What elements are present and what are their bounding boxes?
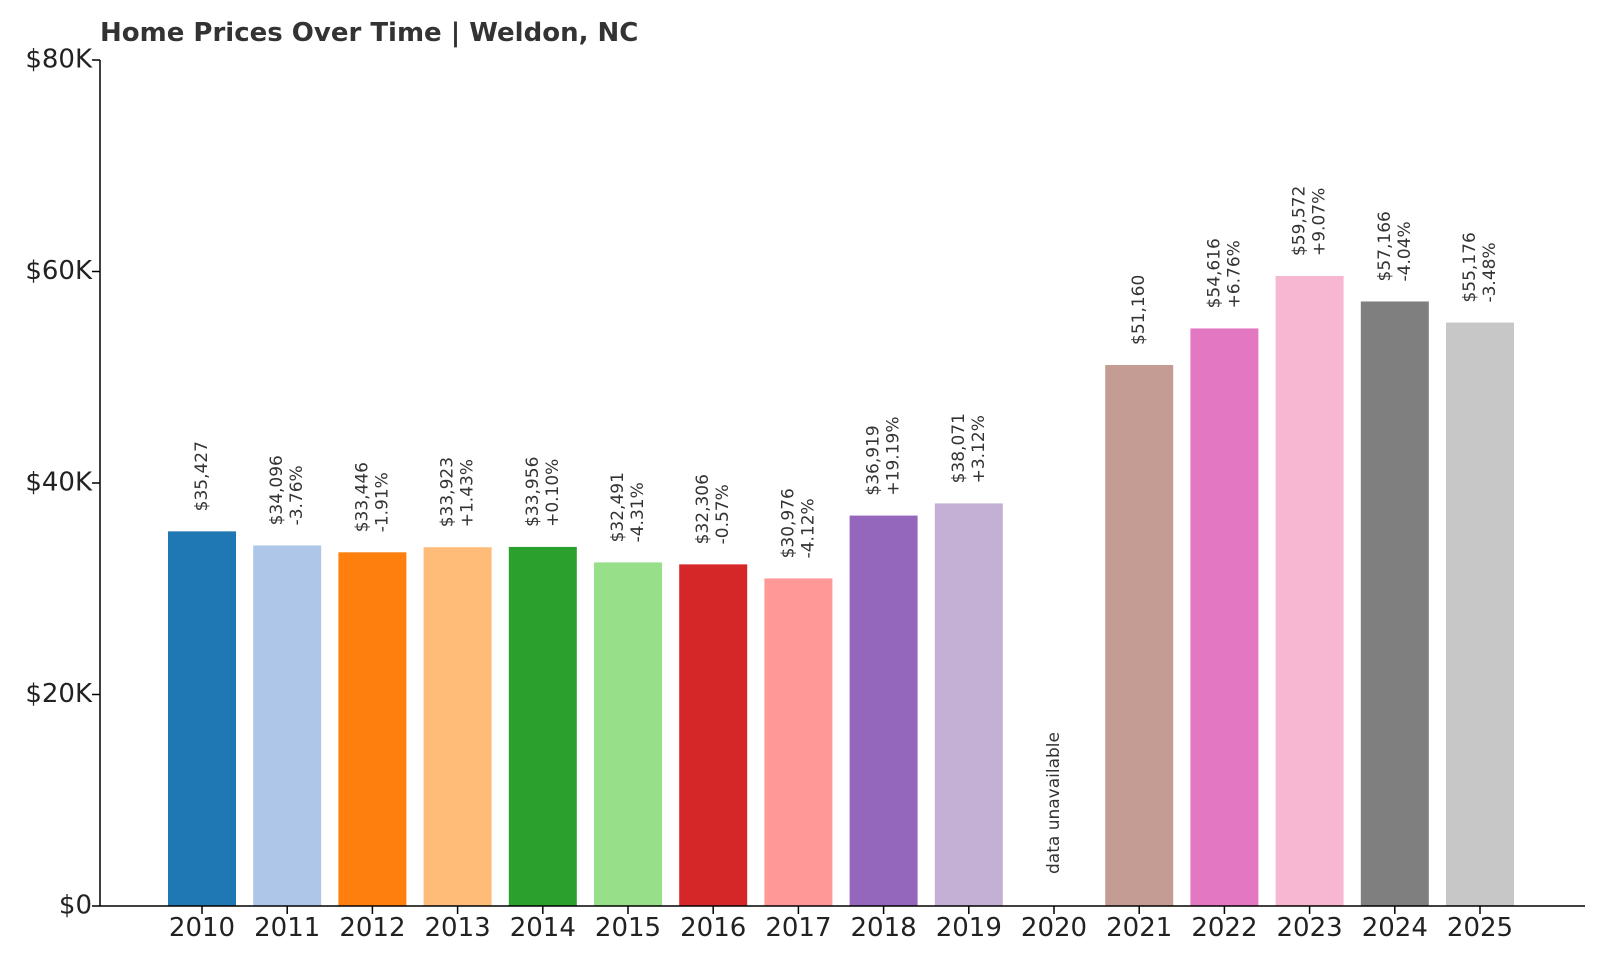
bar-change-label: -1.91% (372, 472, 392, 532)
bars-group (168, 276, 1514, 906)
y-tick-label: $60K (25, 256, 93, 286)
bar-change-label: +0.10% (543, 459, 563, 527)
x-tick-label: 2018 (851, 913, 917, 943)
x-tick-label: 2025 (1447, 913, 1513, 943)
missing-data-label: data unavailable (1044, 732, 1064, 874)
bar-change-label: +1.43% (458, 459, 478, 527)
x-tick-label: 2011 (254, 913, 320, 943)
bar-labels-group: $35,427 $34,096 -3.76% $33,446 -1.91% $33,923… (192, 186, 1500, 874)
y-tick-label: $0 (59, 891, 92, 921)
bar-value-label: $38,071 (949, 413, 969, 483)
bar-value-label: $36,919 (864, 425, 884, 495)
bar-change-label: +9.07% (1310, 188, 1330, 256)
bar (253, 545, 322, 906)
bar-change-label: -3.76% (287, 465, 307, 525)
bar (1446, 322, 1514, 906)
x-ticks-group: 2010 2011 2012 2013 2014 2015 2016 2017 2018 2019… (169, 906, 1513, 943)
bar (1360, 301, 1429, 906)
bar (1190, 328, 1259, 906)
bar-change-label: -3.48% (1480, 242, 1500, 302)
bar (508, 546, 577, 906)
bar-change-label: +19.19% (884, 417, 904, 496)
x-tick-label: 2024 (1362, 913, 1428, 943)
bar (168, 531, 236, 906)
x-tick-label: 2020 (1021, 913, 1087, 943)
bar-value-label: $30,976 (778, 488, 798, 558)
bar-value-label: $34,096 (267, 455, 287, 525)
bar-change-label: -4.04% (1395, 221, 1415, 281)
bar-value-label: $33,923 (438, 457, 458, 527)
x-tick-label: 2015 (595, 913, 661, 943)
bar (423, 547, 492, 906)
bar-value-label: $32,306 (693, 474, 713, 544)
bar (764, 578, 833, 906)
bar (594, 562, 662, 906)
x-tick-label: 2012 (339, 913, 405, 943)
x-tick-label: 2013 (425, 913, 491, 943)
y-tick-label: $40K (25, 468, 93, 498)
x-tick-label: 2019 (936, 913, 1002, 943)
bar-change-label: -0.57% (713, 484, 733, 544)
bar-value-label: $32,491 (608, 472, 628, 542)
chart-title: Home Prices Over Time | Weldon, NC (100, 18, 639, 48)
x-tick-label: 2014 (510, 913, 576, 943)
bar (1105, 364, 1174, 906)
x-tick-label: 2022 (1191, 913, 1257, 943)
bar-value-label: $33,446 (352, 462, 372, 532)
y-tick-label: $80K (25, 45, 93, 75)
bar-value-label: $59,572 (1290, 186, 1310, 256)
bar-change-label: +3.12% (969, 415, 989, 483)
bar-value-label: $51,160 (1129, 275, 1149, 345)
bar-value-label: $33,956 (523, 457, 543, 527)
bar (849, 515, 918, 906)
bar (1275, 276, 1344, 906)
x-tick-label: 2023 (1277, 913, 1343, 943)
bar-change-label: -4.31% (628, 482, 648, 542)
bar-value-label: $54,616 (1204, 238, 1224, 308)
bar-value-label: $35,427 (192, 441, 212, 511)
bar (934, 503, 1003, 906)
x-tick-label: 2017 (765, 913, 831, 943)
bar-value-label: $57,166 (1375, 211, 1395, 281)
bar-change-label: +6.76% (1224, 240, 1244, 308)
x-tick-label: 2010 (169, 913, 235, 943)
y-ticks-group: $0 $20K $40K $60K $80K (25, 45, 100, 921)
x-tick-label: 2021 (1106, 913, 1172, 943)
y-tick-label: $20K (25, 679, 93, 709)
bar-change-label: -4.12% (798, 498, 818, 558)
bar (338, 552, 407, 906)
bar (679, 564, 748, 906)
bar-value-label: $55,176 (1460, 232, 1480, 302)
x-tick-label: 2016 (680, 913, 746, 943)
